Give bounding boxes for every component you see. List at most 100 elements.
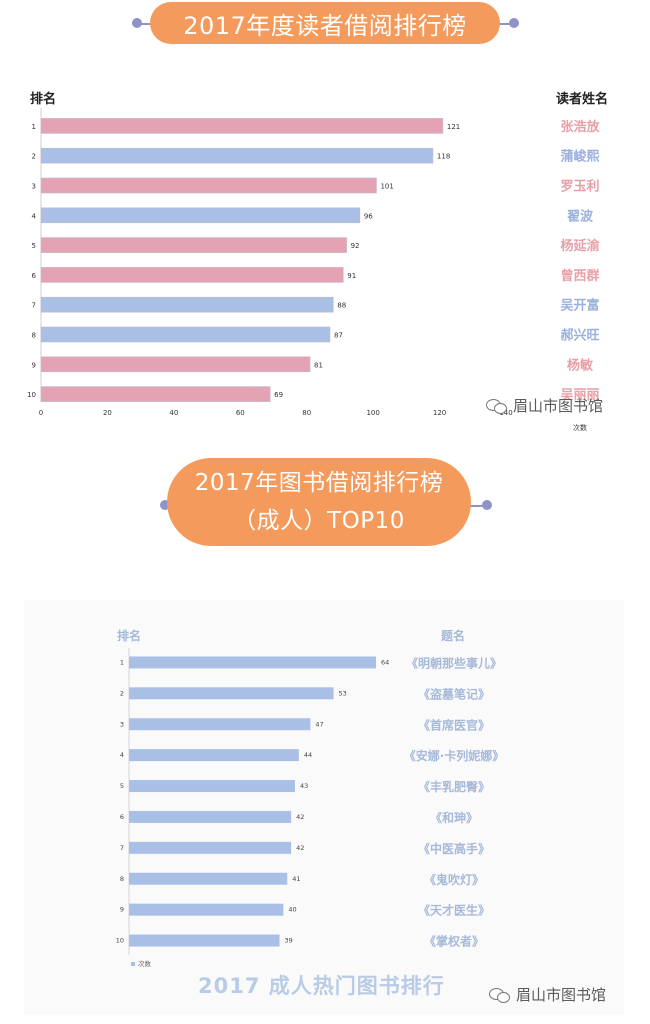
chart2-bar-1 [129,656,376,669]
chart2-book-title-2: 《盗墓笔记》 [418,686,490,701]
chart1-bar-9 [40,356,311,373]
chart1-rank-label-5: 5 [32,242,36,250]
chart2-value-label-9: 40 [288,906,296,914]
chart1-bar-5 [40,237,347,253]
chart2-value-label-10: 39 [285,937,293,945]
chart2-book-title-9: 《天才医生》 [418,903,490,918]
chart2-value-label-3: 47 [315,720,323,728]
title-book-ranking-line1: 2017年图书借阅排行榜 [194,470,444,496]
chart1-reader-name-6: 曾西群 [560,268,599,284]
chart2-book-title-4: 《安娜·卡列妮娜》 [404,748,505,763]
title-reader-ranking: 2017年度读者借阅排行榜 [150,2,500,44]
chart2-bar-6 [129,810,292,823]
chart1-reader-name-2: 蒲峻熙 [560,149,599,165]
chart1-reader-name-4: 翟波 [567,208,594,224]
chart1-x-tick-120: 120 [433,409,446,417]
chart2-bar-8 [129,872,288,885]
chart1-value-label-1: 121 [447,123,460,131]
chart2-bar-5 [129,780,295,793]
chart1-rank-label-2: 2 [32,153,36,161]
title2-right-dot [482,500,492,510]
chart1-value-label-8: 87 [334,332,343,340]
chart1-bar-4 [40,207,361,224]
chart1-reader-name-1: 张浩放 [560,119,600,135]
chart1-rank-header: 排名 [30,92,57,107]
chart2-book-title-1: 《明朝那些事儿》 [406,655,502,670]
chart1-value-label-9: 81 [314,361,323,369]
chart2-book-title-6: 《和珅》 [430,810,478,825]
chart2-name-header: 题名 [441,629,466,643]
chart2-legend-label: 次数 [138,959,152,968]
chart1-value-label-7: 88 [337,302,346,310]
chart1-x-tick-140: 140 [499,409,512,417]
chart2-book-title-8: 《鬼吹灯》 [424,872,484,887]
chart2-bar-7 [129,841,292,854]
chart2-rank-label-2: 2 [120,689,124,697]
chart2-value-label-8: 41 [292,875,300,883]
wechat-icon [486,398,508,414]
chart1-reader-name-5: 杨延渝 [560,238,600,254]
chart1-bar-6 [40,267,344,283]
chart2-legend-swatch [131,962,135,966]
watermark-1: 眉山市图书馆 [486,395,603,416]
chart1-value-label-5: 92 [351,242,360,250]
chart1-value-label-10: 69 [274,391,283,399]
chart2-value-label-7: 42 [296,844,304,852]
chart1-rank-label-1: 1 [32,123,36,131]
chart1-x-tick-80: 80 [302,409,311,417]
chart1-x-tick-20: 20 [103,409,112,417]
chart1-x-tick-40: 40 [169,409,178,417]
title-book-ranking: 2017年图书借阅排行榜 （成人）TOP10 [167,458,471,546]
chart2-book-title-5: 《丰乳肥臀》 [418,779,490,794]
title-reader-ranking-text: 2017年度读者借阅排行榜 [183,11,467,40]
chart1-rank-label-4: 4 [32,212,37,220]
chart2-value-label-5: 43 [300,782,308,790]
chart2-bar-4 [129,749,299,762]
chart1-rank-label-10: 10 [27,391,36,399]
chart2-value-label-6: 42 [296,813,304,821]
watermark-2: 眉山市图书馆 [489,984,606,1005]
chart1-value-label-3: 101 [380,183,393,191]
chart2-book-title-3: 《首席医官》 [418,717,490,732]
chart1-x-tick-60: 60 [236,409,245,417]
chart2-bar-9 [129,903,284,916]
chart2-value-label-4: 44 [304,751,312,759]
wechat-icon [489,987,511,1003]
chart1-value-label-4: 96 [364,212,373,220]
chart1-x-tick-0: 0 [39,409,43,417]
chart1-rank-label-6: 6 [32,272,37,280]
chart1-reader-name-3: 罗玉利 [560,179,599,195]
chart2-book-title-7: 《中医高手》 [418,841,490,856]
chart1-rank-label-8: 8 [32,332,36,340]
chart1-bar-8 [40,326,331,343]
watermark-2-text: 眉山市图书馆 [516,986,607,1004]
chart1-bar-7 [40,296,334,313]
chart2-rank-label-6: 6 [120,813,124,821]
chart1-bar-1 [40,118,444,134]
title1-left-dot [132,18,142,28]
chart1-value-label-6: 91 [347,272,356,280]
chart1-reader-name-7: 吴开富 [560,298,599,314]
chart1-value-label-2: 118 [437,153,450,161]
chart2-rank-label-3: 3 [120,720,124,728]
chart2-value-label-2: 53 [339,689,347,697]
chart1-x-tick-100: 100 [366,409,379,417]
chart1-reader-name-8: 郝兴旺 [560,328,599,344]
book-ranking-panel [24,600,624,1015]
chart2-footer-title: 2017 成人热门图书排行 [198,974,445,998]
chart1-rank-label-3: 3 [32,183,36,191]
chart2-rank-label-9: 9 [120,906,124,914]
chart1-x-axis-label: 次数 [573,423,587,432]
chart2-value-label-1: 64 [381,658,389,666]
title-book-ranking-line2: （成人）TOP10 [233,508,405,534]
chart2-book-title-10: 《掌权者》 [424,934,484,949]
chart2-rank-label-4: 4 [120,751,124,759]
chart2-rank-header: 排名 [117,629,142,643]
chart1-name-header: 读者姓名 [556,92,609,107]
chart1-reader-name-10: 吴丽丽 [560,388,599,403]
chart2-bar-3 [129,718,311,731]
chart1-rank-label-9: 9 [32,361,36,369]
chart2-bar-2 [129,687,334,700]
